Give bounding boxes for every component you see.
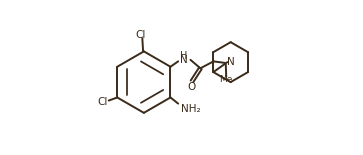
Text: N: N — [227, 57, 234, 67]
Text: Cl: Cl — [136, 30, 146, 40]
Text: Cl: Cl — [98, 97, 108, 107]
Text: O: O — [187, 82, 195, 92]
Text: N: N — [180, 55, 187, 65]
Text: NH₂: NH₂ — [181, 104, 201, 114]
Text: Me: Me — [220, 75, 233, 84]
Text: H: H — [180, 51, 187, 61]
